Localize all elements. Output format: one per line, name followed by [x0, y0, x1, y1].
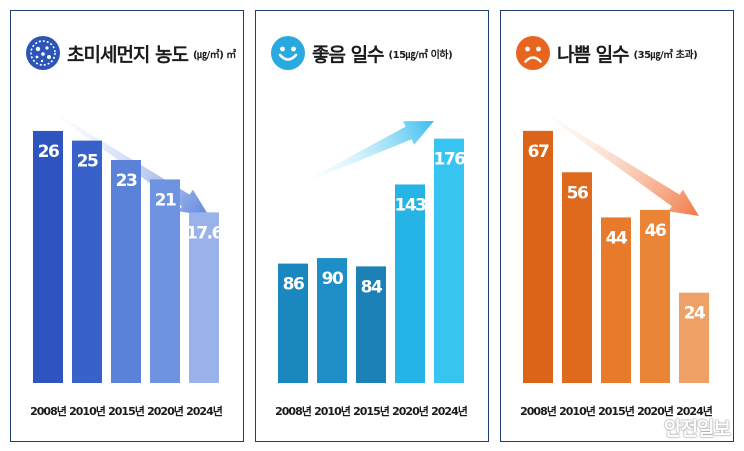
bar-2015년 — [601, 217, 631, 383]
trend-arrow — [548, 115, 699, 216]
x-tick-label: 2024년 — [186, 404, 223, 418]
data-label: 176 — [434, 150, 466, 170]
bar-2010년 — [72, 140, 102, 383]
bar-2008년 — [33, 130, 63, 383]
data-label: 84 — [361, 277, 383, 297]
chart-good-days: 86 2008년 90 2010년 84 2015년 143 2020년 176 2024년 — [275, 121, 469, 418]
bar-2020년 — [150, 179, 180, 383]
x-tick-label: 2024년 — [431, 404, 468, 418]
chart-subtitle: (㎍/㎥) ㎥ — [192, 49, 236, 61]
x-tick-label: 2020년 — [147, 404, 184, 418]
x-tick-label: 2010년 — [69, 404, 106, 418]
data-label: 143 — [395, 195, 427, 215]
data-label: 56 — [567, 183, 588, 203]
bar-2010년 — [562, 172, 592, 383]
data-label: 44 — [606, 228, 628, 248]
bar-2024년 — [434, 138, 464, 383]
chart-title: 초미세먼지 농도 — [67, 43, 189, 66]
bar-2015년 — [111, 160, 141, 383]
bar-2015년 — [356, 266, 386, 383]
bar-2008년 — [278, 263, 308, 383]
data-label: 26 — [38, 142, 59, 162]
bar-2024년 — [189, 212, 219, 383]
chart-subtitle: (15㎍/㎥ 이하) — [388, 49, 453, 61]
x-tick-label: 2015년 — [353, 404, 390, 418]
data-label: 23 — [116, 171, 137, 191]
x-tick-label: 2008년 — [30, 404, 67, 418]
panel-good-days: 좋음 일수 (15㎍/㎥ 이하) 86 2008년 90 2010년 84 2015년 14… — [255, 10, 489, 442]
chart-fine-dust: 26 2008년 25 2010년 23 2015년 21 2020년 17.6 2024년 — [30, 115, 224, 418]
x-tick-label: 2008년 — [520, 404, 557, 418]
data-label: 24 — [684, 304, 706, 324]
data-label: 86 — [283, 275, 304, 295]
bar-2010년 — [317, 258, 347, 383]
bar-2020년 — [395, 184, 425, 383]
data-label: 17.6 — [186, 223, 223, 243]
smiling-face-icon — [271, 36, 305, 70]
dust-particle-icon — [26, 36, 60, 70]
bar-2008년 — [523, 130, 553, 383]
panel-title-row: 초미세먼지 농도 (㎍/㎥) ㎥ — [25, 33, 236, 73]
data-label: 46 — [645, 221, 666, 241]
panel-fine-dust-concentration: 초미세먼지 농도 (㎍/㎥) ㎥ 26 2008년 25 2010년 23 2015년 21… — [10, 10, 244, 442]
x-tick-label: 2010년 — [559, 404, 596, 418]
frowning-face-icon — [516, 36, 550, 70]
panel-title-row: 좋음 일수 (15㎍/㎥ 이하) — [270, 33, 453, 73]
x-tick-label: 2020년 — [637, 404, 674, 418]
watermark: 안전일보 — [664, 418, 731, 440]
chart-title: 좋음 일수 — [312, 43, 385, 66]
chart-bad-days: 67 2008년 56 2010년 44 2015년 46 2020년 24 2024년 — [520, 115, 714, 418]
x-tick-label: 2020년 — [392, 404, 429, 418]
panel-bad-days: 나쁨 일수 (35㎍/㎥ 초과) 67 2008년 56 2010년 44 2015년 46… — [500, 10, 734, 442]
x-tick-label: 2008년 — [275, 404, 312, 418]
trend-arrow — [310, 121, 434, 180]
data-label: 90 — [322, 269, 344, 289]
x-tick-label: 2010년 — [314, 404, 351, 418]
data-label: 21 — [155, 190, 176, 210]
bar-2020년 — [640, 209, 670, 383]
data-label: 67 — [528, 142, 549, 162]
chart-title: 나쁨 일수 — [557, 43, 630, 66]
panel-title-row: 나쁨 일수 (35㎍/㎥ 초과) — [515, 33, 698, 73]
chart-subtitle: (35㎍/㎥ 초과) — [633, 49, 698, 61]
x-tick-label: 2024년 — [676, 404, 713, 418]
bar-2024년 — [679, 292, 709, 383]
x-tick-label: 2015년 — [598, 404, 635, 418]
x-tick-label: 2015년 — [108, 404, 145, 418]
data-label: 25 — [77, 152, 98, 172]
